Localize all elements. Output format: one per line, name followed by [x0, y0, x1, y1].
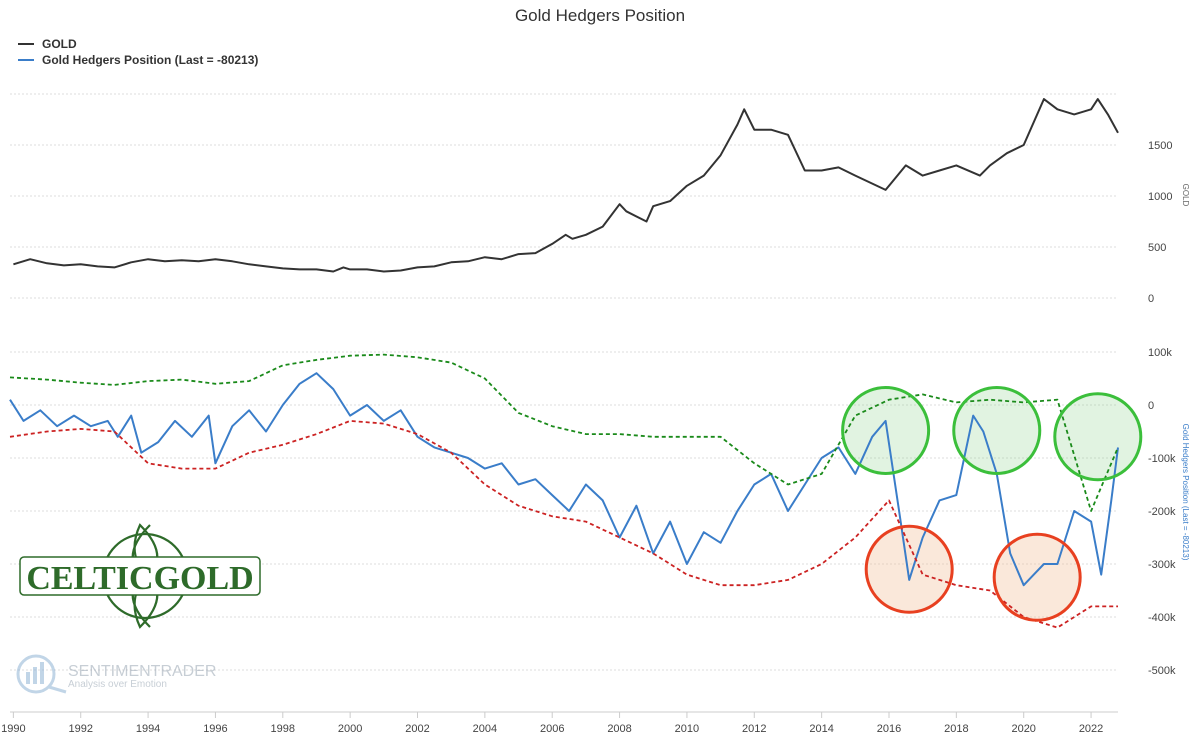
legend-label-hedgers: Gold Hedgers Position (Last = -80213) — [42, 53, 259, 67]
hedgers-position-line — [9, 372, 1119, 587]
gold-price-line — [13, 98, 1119, 273]
series-lines — [9, 98, 1119, 629]
lower-band-line — [9, 420, 1118, 629]
x-tick-label: 1990 — [1, 723, 25, 735]
annotation-circle-red-outline — [992, 532, 1082, 622]
watermark-tagline: Analysis over Emotion — [68, 679, 167, 690]
upper-band-line — [9, 353, 1119, 512]
x-tick-label: 2022 — [1079, 723, 1103, 735]
gridlines — [10, 93, 1118, 671]
annotation-circle-green-outline — [952, 385, 1042, 475]
y-tick-label-hedgers: -100k — [1148, 453, 1176, 465]
x-tick-label: 1992 — [68, 723, 92, 735]
axis-title-gold: GOLD — [1181, 184, 1190, 207]
annotation-circle-red — [994, 534, 1081, 621]
annotation-circle-green-outline — [841, 385, 931, 475]
y-tick-label-gold: 0 — [1148, 293, 1154, 305]
x-tick-label: 2016 — [877, 723, 901, 735]
legend-item-gold[interactable]: GOLD — [18, 36, 258, 52]
x-tick-label: 1998 — [271, 723, 295, 735]
legend: GOLD Gold Hedgers Position (Last = -8021… — [18, 36, 258, 68]
y-tick-label-hedgers: 0 — [1148, 400, 1154, 412]
y-tick-label-hedgers: -200k — [1148, 506, 1176, 518]
annotation-circle-red-outline — [864, 524, 954, 614]
annotation-circles — [842, 387, 1141, 621]
x-tick-label: 2014 — [809, 723, 833, 735]
x-tick-label: 2008 — [607, 723, 631, 735]
x-tick-label: 2002 — [405, 723, 429, 735]
x-tick-label: 2004 — [473, 723, 497, 735]
y-tick-label-gold: 500 — [1148, 242, 1166, 254]
y-tick-label-hedgers: -500k — [1148, 665, 1176, 677]
legend-label-gold: GOLD — [42, 37, 77, 51]
legend-swatch-gold — [18, 43, 34, 45]
sentimentrader-watermark: SENTIMENTRADER Analysis over Emotion — [16, 654, 216, 694]
chart-title: Gold Hedgers Position — [514, 6, 686, 25]
x-tick-label: 1996 — [203, 723, 227, 735]
y-tick-label-hedgers: -400k — [1148, 612, 1176, 624]
x-tick-label: 2010 — [675, 723, 699, 735]
y-tick-label-gold: 1500 — [1148, 140, 1172, 152]
celticgold-logo: CELTICGOLD — [19, 523, 261, 629]
legend-swatch-hedgers — [18, 59, 34, 61]
y-tick-label-hedgers: -300k — [1148, 559, 1176, 571]
annotation-circle-red — [866, 526, 953, 613]
annotation-circle-green — [953, 387, 1040, 474]
y-tick-label-gold: 1000 — [1148, 191, 1172, 203]
axis-titles: GOLD Gold Hedgers Position (Last = -80213… — [1181, 184, 1190, 561]
axis-title-hedgers: Gold Hedgers Position (Last = -80213) — [1181, 424, 1190, 561]
annotation-outlines — [841, 385, 1143, 622]
logo-text: CELTICGOLD — [26, 560, 253, 597]
x-tick-label: 2000 — [338, 723, 362, 735]
annotation-circle-green-outline — [1053, 392, 1143, 482]
legend-item-hedgers[interactable]: Gold Hedgers Position (Last = -80213) — [18, 52, 258, 68]
annotation-circle-green — [842, 387, 929, 474]
x-tick-label: 2018 — [944, 723, 968, 735]
x-tick-label: 2012 — [742, 723, 766, 735]
axis-ticks: 1500 1000 500 0 100k 0 -100k -200k -300k -400k -50… — [1, 140, 1176, 735]
x-tick-label: 2006 — [540, 723, 564, 735]
x-tick-label: 2020 — [1011, 723, 1035, 735]
annotation-circle-green — [1054, 393, 1141, 480]
y-tick-label-hedgers: 100k — [1148, 347, 1172, 359]
watermark-name: SENTIMENTRADER — [68, 663, 216, 680]
x-tick-label: 1994 — [136, 723, 160, 735]
